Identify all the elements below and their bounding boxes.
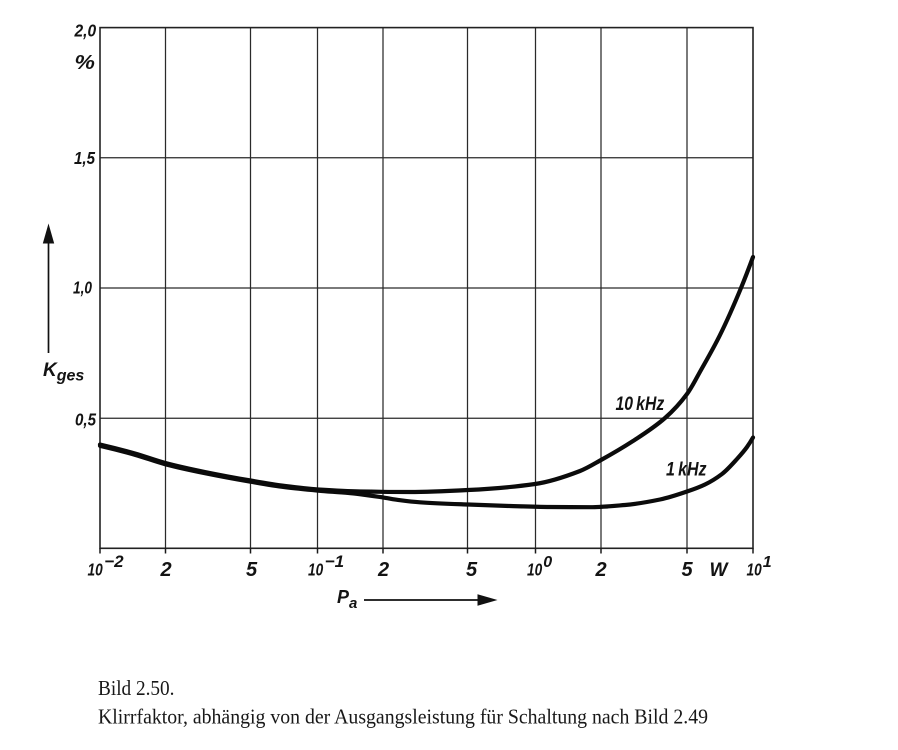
- svg-text:Klirrfaktor, abhängig von der: Klirrfaktor, abhängig von der Ausgangsle…: [98, 704, 708, 728]
- svg-text:0,5: 0,5: [75, 409, 96, 429]
- svg-text:2,0: 2,0: [74, 20, 97, 40]
- svg-text:2: 2: [377, 559, 389, 581]
- svg-text:10 kHz: 10 kHz: [616, 394, 665, 415]
- svg-text:%: %: [75, 52, 96, 74]
- svg-text:2: 2: [595, 559, 607, 581]
- svg-text:10−2: 10−2: [88, 552, 125, 579]
- svg-text:2: 2: [160, 559, 172, 581]
- svg-text:101: 101: [747, 554, 772, 579]
- svg-text:100: 100: [527, 554, 552, 579]
- svg-text:W: W: [710, 560, 730, 581]
- svg-text:5: 5: [466, 559, 478, 581]
- svg-text:1,0: 1,0: [73, 277, 92, 297]
- svg-text:5: 5: [246, 559, 258, 581]
- svg-text:1 kHz: 1 kHz: [666, 460, 707, 481]
- svg-text:1,5: 1,5: [74, 148, 95, 168]
- svg-text:5: 5: [682, 559, 694, 581]
- svg-text:Bild 2.50.: Bild 2.50.: [98, 676, 175, 700]
- svg-text:10−1: 10−1: [308, 552, 344, 579]
